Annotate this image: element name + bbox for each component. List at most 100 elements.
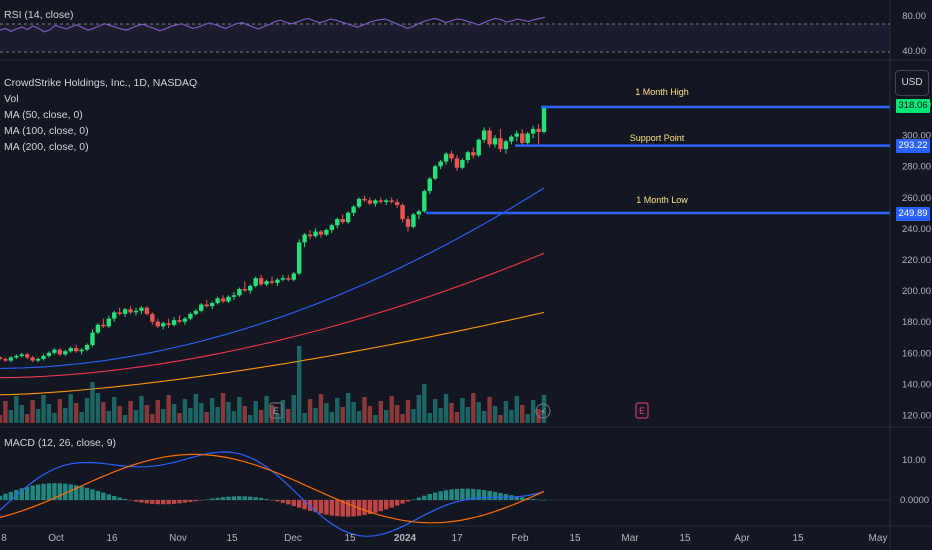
macd-histogram-bar (313, 500, 318, 513)
volume-bar (171, 404, 177, 423)
volume-bar (291, 395, 296, 423)
volume-bar (378, 401, 383, 423)
price-tick: 160.00 (902, 348, 931, 359)
volume-bar (231, 411, 237, 423)
volume-bar (19, 405, 24, 423)
one-month-low-label: 1 Month Low (636, 195, 688, 205)
candle (530, 128, 536, 134)
volume-bar (90, 382, 95, 423)
earnings-marker-icon (269, 402, 283, 419)
candle (394, 201, 400, 206)
volume-bar (182, 399, 188, 423)
candle (209, 303, 215, 307)
macd-histogram-bar (541, 499, 547, 501)
macd-histogram-bar (63, 483, 68, 500)
candle (90, 332, 95, 346)
candle (248, 285, 253, 291)
ma100-line (0, 252, 545, 379)
candle (302, 234, 307, 243)
candle (46, 352, 52, 356)
macd-histogram-bar (362, 500, 367, 516)
upcoming-earnings-icon (635, 402, 649, 419)
volume-bar (139, 396, 144, 423)
candle (460, 159, 465, 168)
candle (220, 298, 226, 302)
candle (188, 313, 193, 319)
candle (68, 348, 73, 352)
volume-bar (133, 410, 139, 423)
volume-bar (269, 405, 275, 423)
candle (335, 219, 340, 226)
candle (106, 318, 111, 327)
rsi-tick-40: 40.00 (902, 46, 926, 57)
macd-histogram-bar (373, 500, 378, 513)
x-tick: Feb (511, 533, 529, 544)
candle (520, 133, 525, 143)
signal-line (0, 453, 545, 524)
x-tick: 15 (226, 533, 238, 544)
macd-histogram-bar (231, 496, 237, 500)
candle (449, 153, 454, 159)
rsi-label: RSI (14, close) (4, 9, 74, 21)
volume-bar (3, 401, 8, 423)
macd-tick-0: 0.0000 (900, 495, 929, 506)
candle (133, 310, 139, 313)
x-tick: 17 (451, 533, 463, 544)
volume-bar (57, 399, 63, 423)
candle (481, 130, 487, 140)
macd-histogram-bar (302, 500, 307, 510)
macd-histogram-bar (427, 493, 432, 500)
candle (433, 166, 438, 179)
macd-histogram-bar (3, 493, 8, 500)
symbol-title: CrowdStrike Holdings, Inc., 1D, NASDAQ (4, 77, 198, 89)
macd-histogram-bar (275, 500, 280, 502)
currency-button[interactable]: USD (895, 70, 929, 96)
macd-histogram-bar (35, 484, 41, 500)
last-price-tag: 318.06 (896, 99, 930, 113)
volume-bar (258, 410, 264, 423)
macd-histogram-bar (117, 497, 122, 500)
candle (117, 312, 122, 314)
macd-histogram-bar (351, 500, 356, 517)
volume-bar (177, 413, 182, 423)
candle (416, 211, 422, 215)
volume-bar (465, 407, 471, 423)
macd-histogram-bar (166, 500, 171, 505)
candle (422, 191, 427, 212)
volume-bar (161, 409, 166, 423)
macd-histogram-bar (438, 491, 443, 500)
volume-bar (514, 396, 519, 423)
volume-bar (144, 405, 150, 423)
macd-histogram-bar (335, 500, 340, 517)
candle (286, 278, 291, 280)
x-tick: 16 (106, 533, 118, 544)
volume-bar (209, 398, 215, 423)
candle (14, 355, 19, 358)
volume-bar (400, 414, 405, 423)
macd-histogram-bar (41, 483, 46, 500)
candle (280, 278, 286, 280)
macd-histogram-bar (220, 497, 226, 500)
candle (536, 128, 541, 132)
candle (269, 281, 275, 283)
candle (340, 219, 345, 223)
candle (509, 136, 514, 142)
macd-histogram-bar (389, 500, 394, 508)
candle (63, 351, 68, 355)
volume-bar (0, 415, 3, 423)
volume-bar (220, 393, 226, 423)
candle (171, 320, 177, 325)
candle (52, 349, 57, 353)
volume-bar (68, 394, 73, 423)
macd-histogram-bar (193, 500, 199, 502)
candle (487, 130, 492, 145)
candle (199, 304, 204, 311)
candle (139, 307, 144, 311)
macd-histogram-bar (520, 497, 525, 500)
macd-histogram-bar (481, 490, 487, 500)
volume-bar (150, 414, 155, 423)
macd-histogram-bar (52, 483, 57, 500)
macd-histogram-bar (204, 499, 209, 500)
candle (498, 138, 503, 150)
volume-bar (416, 395, 422, 423)
